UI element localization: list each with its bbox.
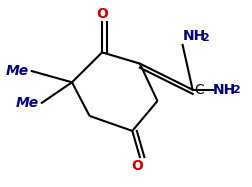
- Text: NH: NH: [212, 83, 235, 97]
- Text: 2: 2: [231, 85, 238, 95]
- Text: NH: NH: [182, 29, 205, 43]
- Text: C: C: [193, 83, 203, 97]
- Text: Me: Me: [6, 64, 29, 78]
- Text: O: O: [96, 7, 108, 21]
- Text: Me: Me: [16, 96, 39, 110]
- Text: 2: 2: [201, 33, 208, 43]
- Text: O: O: [131, 159, 143, 173]
